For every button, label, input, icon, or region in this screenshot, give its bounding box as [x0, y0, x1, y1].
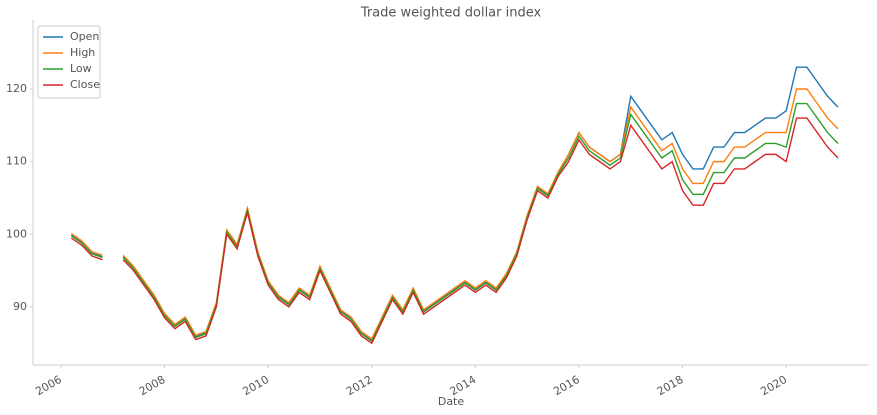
x-tick-label: 2018 [655, 373, 686, 398]
series-line [70, 66, 839, 342]
x-tick-label: 2012 [344, 373, 375, 398]
x-axis-label: Date [438, 395, 465, 408]
legend-label: Close [70, 78, 100, 91]
legend-label: High [70, 46, 95, 59]
x-tick-label: 2020 [758, 373, 789, 398]
y-tick-label: 110 [6, 155, 27, 168]
x-tick-label: 2006 [33, 373, 64, 398]
legend-label: Open [70, 30, 99, 43]
legend-box [37, 25, 101, 99]
y-tick-label: 90 [13, 300, 27, 313]
series-line [70, 117, 839, 345]
series-line [70, 102, 839, 343]
x-tick-label: 2010 [240, 373, 271, 398]
x-tick-label: 2016 [551, 373, 582, 398]
x-tick-label: 2008 [137, 373, 168, 398]
chart-title: Trade weighted dollar index [360, 6, 542, 21]
y-tick-label: 100 [6, 227, 27, 240]
series-line [70, 88, 839, 340]
legend-label: Low [70, 62, 92, 75]
y-tick-label: 120 [6, 82, 27, 95]
